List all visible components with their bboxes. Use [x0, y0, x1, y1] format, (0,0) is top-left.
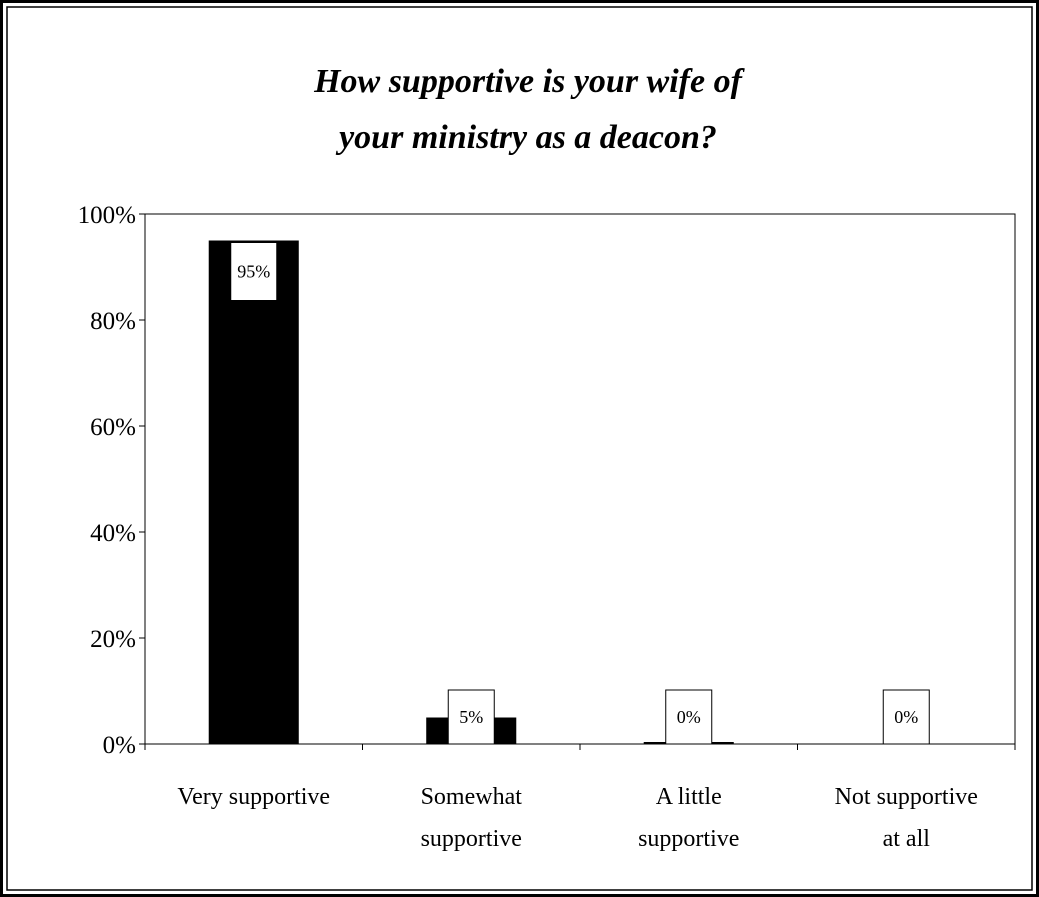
y-tick-label: 60% [90, 414, 136, 441]
x-category-label: supportive [638, 826, 739, 852]
x-category-label: at all [883, 826, 931, 852]
data-label: 0% [677, 707, 701, 727]
y-tick-label: 0% [103, 732, 136, 759]
data-label-box [447, 689, 495, 745]
y-tick-label: 20% [90, 626, 136, 653]
chart-title-line-1: How supportive is your wife of [313, 63, 746, 100]
data-label: 0% [894, 707, 918, 727]
x-category-label: A little [656, 784, 722, 810]
bars [208, 240, 734, 744]
x-axis: Very supportive Somewhat supportive A littl… [144, 744, 1016, 852]
data-label-box [230, 242, 278, 301]
y-tick-label: 40% [90, 520, 136, 547]
x-category-label: Very supportive [177, 784, 330, 810]
data-label: 5% [459, 707, 483, 727]
y-tick-label: 100% [78, 202, 136, 229]
y-axis: 0% 20% 40% 60% 80% 100% [78, 202, 145, 759]
inner-frame [6, 6, 1033, 891]
data-labels: 95% 5% 0% 0% [230, 242, 930, 745]
x-category-label: Not supportive [835, 784, 978, 810]
bar [208, 240, 299, 744]
data-label-box [882, 689, 930, 745]
x-category-label: Somewhat [421, 784, 523, 810]
x-category-label: supportive [421, 826, 522, 852]
chart-title-line-2: your ministry as a deacon? [335, 119, 717, 156]
data-label-box [665, 689, 713, 745]
data-label: 95% [237, 262, 270, 282]
y-tick-label: 80% [90, 308, 136, 335]
